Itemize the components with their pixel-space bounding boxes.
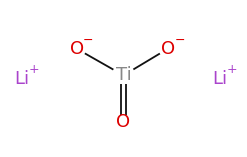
Text: O: O bbox=[116, 114, 131, 131]
Text: Li: Li bbox=[212, 70, 227, 87]
Text: −: − bbox=[83, 34, 94, 46]
Text: O: O bbox=[69, 40, 84, 58]
Text: +: + bbox=[226, 63, 237, 76]
Text: −: − bbox=[175, 34, 185, 46]
Text: +: + bbox=[29, 63, 40, 76]
Text: O: O bbox=[161, 40, 175, 58]
Text: Ti: Ti bbox=[116, 66, 131, 84]
Text: Li: Li bbox=[15, 70, 30, 87]
